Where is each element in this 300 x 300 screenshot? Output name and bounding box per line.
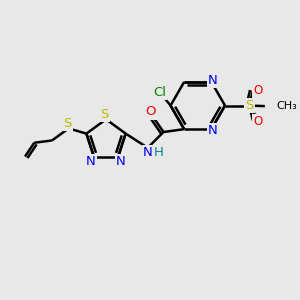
Text: N: N	[208, 124, 218, 137]
Text: H: H	[154, 146, 164, 159]
Text: S: S	[245, 99, 254, 112]
Text: S: S	[63, 117, 72, 130]
Text: N: N	[208, 74, 218, 87]
Text: O: O	[254, 84, 262, 97]
Text: S: S	[100, 108, 109, 121]
Text: Cl: Cl	[153, 86, 166, 99]
Text: CH₃: CH₃	[276, 101, 297, 111]
Text: O: O	[145, 105, 156, 119]
Text: O: O	[254, 115, 262, 128]
Text: N: N	[86, 155, 96, 168]
Text: N: N	[116, 155, 126, 168]
Text: N: N	[143, 146, 153, 159]
